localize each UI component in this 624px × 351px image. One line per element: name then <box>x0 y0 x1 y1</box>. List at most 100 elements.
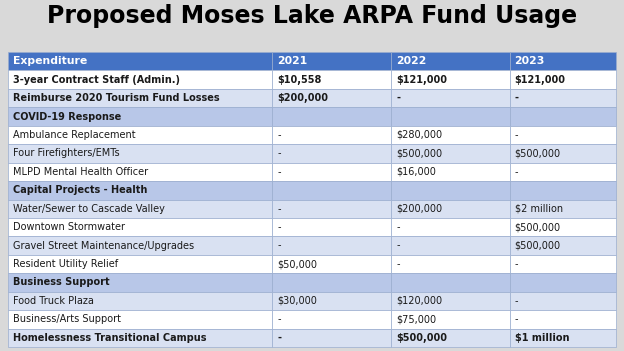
Text: Four Firefighters/EMTs: Four Firefighters/EMTs <box>13 148 120 158</box>
Text: -: - <box>515 314 518 324</box>
Text: $121,000: $121,000 <box>396 75 447 85</box>
Bar <box>8 199 273 218</box>
Text: -: - <box>278 222 281 232</box>
Bar <box>391 181 510 199</box>
Bar <box>273 181 391 199</box>
Text: $200,000: $200,000 <box>278 93 328 103</box>
Bar <box>510 218 616 236</box>
Text: $500,000: $500,000 <box>396 333 447 343</box>
Text: COVID-19 Response: COVID-19 Response <box>13 112 121 121</box>
Bar <box>273 52 391 71</box>
Text: -: - <box>396 93 400 103</box>
Text: Proposed Moses Lake ARPA Fund Usage: Proposed Moses Lake ARPA Fund Usage <box>47 4 577 28</box>
Bar <box>8 273 273 292</box>
Text: -: - <box>396 222 399 232</box>
Bar <box>8 181 273 199</box>
Bar <box>8 107 273 126</box>
Bar <box>391 218 510 236</box>
Bar <box>510 329 616 347</box>
Bar <box>8 218 273 236</box>
Text: -: - <box>396 259 399 269</box>
Bar <box>391 236 510 255</box>
Bar <box>273 255 391 273</box>
Bar <box>510 292 616 310</box>
Bar <box>510 181 616 199</box>
Bar <box>391 126 510 144</box>
Text: -: - <box>278 333 281 343</box>
Text: -: - <box>278 148 281 158</box>
Text: Expenditure: Expenditure <box>13 56 87 66</box>
Text: Homelessness Transitional Campus: Homelessness Transitional Campus <box>13 333 207 343</box>
Bar <box>391 199 510 218</box>
Text: Business Support: Business Support <box>13 278 110 287</box>
Bar <box>510 273 616 292</box>
Bar <box>510 255 616 273</box>
Text: -: - <box>278 167 281 177</box>
Text: $280,000: $280,000 <box>396 130 442 140</box>
Text: $2 million: $2 million <box>515 204 563 214</box>
Bar <box>510 144 616 163</box>
Bar <box>8 236 273 255</box>
Bar <box>273 273 391 292</box>
Text: $1 million: $1 million <box>515 333 569 343</box>
Bar <box>273 218 391 236</box>
Bar <box>273 236 391 255</box>
Bar <box>510 236 616 255</box>
Bar <box>273 310 391 329</box>
Bar <box>8 255 273 273</box>
Bar <box>273 107 391 126</box>
Bar <box>391 255 510 273</box>
Text: Gravel Street Maintenance/Upgrades: Gravel Street Maintenance/Upgrades <box>13 240 194 251</box>
Text: -: - <box>515 296 518 306</box>
Text: -: - <box>278 240 281 251</box>
Text: 3-year Contract Staff (Admin.): 3-year Contract Staff (Admin.) <box>13 75 180 85</box>
Bar <box>273 163 391 181</box>
Bar <box>391 310 510 329</box>
Text: $50,000: $50,000 <box>278 259 318 269</box>
Bar <box>391 163 510 181</box>
Text: -: - <box>515 130 518 140</box>
Text: 2021: 2021 <box>278 56 308 66</box>
Text: -: - <box>396 240 399 251</box>
Text: Ambulance Replacement: Ambulance Replacement <box>13 130 135 140</box>
Bar <box>273 71 391 89</box>
Bar <box>8 126 273 144</box>
Bar <box>8 52 273 71</box>
Text: Reimburse 2020 Tourism Fund Losses: Reimburse 2020 Tourism Fund Losses <box>13 93 220 103</box>
Bar <box>8 89 273 107</box>
Bar <box>8 163 273 181</box>
Bar <box>391 71 510 89</box>
Text: Capital Projects - Health: Capital Projects - Health <box>13 185 147 195</box>
Text: 2023: 2023 <box>515 56 545 66</box>
Bar <box>273 89 391 107</box>
Text: $75,000: $75,000 <box>396 314 436 324</box>
Text: -: - <box>278 204 281 214</box>
Bar <box>273 144 391 163</box>
Text: Food Truck Plaza: Food Truck Plaza <box>13 296 94 306</box>
Bar <box>391 273 510 292</box>
Text: $121,000: $121,000 <box>515 75 565 85</box>
Text: $10,558: $10,558 <box>278 75 322 85</box>
Text: -: - <box>515 167 518 177</box>
Text: $500,000: $500,000 <box>396 148 442 158</box>
Text: 2022: 2022 <box>396 56 426 66</box>
Bar <box>273 126 391 144</box>
Bar <box>391 329 510 347</box>
Text: $120,000: $120,000 <box>396 296 442 306</box>
Bar <box>510 199 616 218</box>
Bar <box>510 52 616 71</box>
Text: $30,000: $30,000 <box>278 296 318 306</box>
Bar <box>391 89 510 107</box>
Text: $16,000: $16,000 <box>396 167 436 177</box>
Text: Business/Arts Support: Business/Arts Support <box>13 314 121 324</box>
Bar <box>273 329 391 347</box>
Text: $500,000: $500,000 <box>515 240 561 251</box>
Bar <box>510 163 616 181</box>
Bar <box>8 329 273 347</box>
Text: Water/Sewer to Cascade Valley: Water/Sewer to Cascade Valley <box>13 204 165 214</box>
Text: Resident Utility Relief: Resident Utility Relief <box>13 259 118 269</box>
Bar <box>510 107 616 126</box>
Bar <box>510 126 616 144</box>
Bar <box>391 52 510 71</box>
Bar <box>273 199 391 218</box>
